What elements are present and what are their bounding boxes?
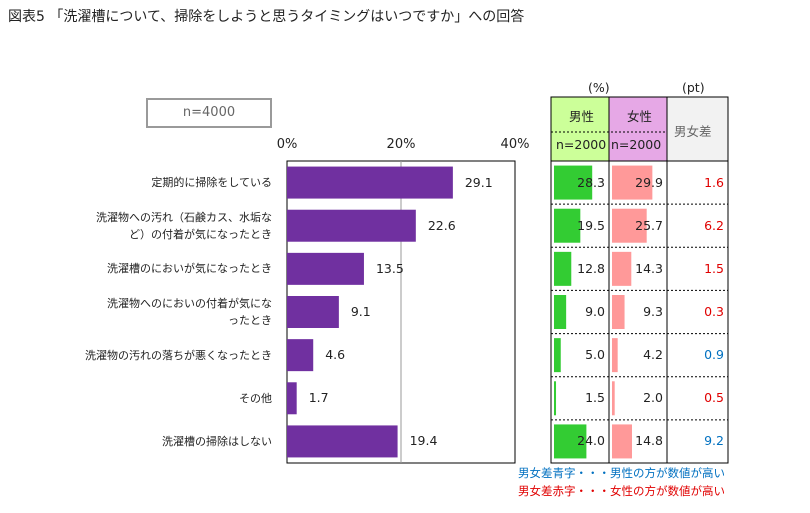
male-sample-size: n=2000	[556, 137, 607, 152]
male-value: 19.5	[577, 217, 605, 233]
diff-value: 0.3	[704, 304, 724, 319]
diff-value: 0.9	[704, 347, 724, 363]
category-label-line: 洗濯物へのにおいの付着が気にな	[107, 297, 272, 310]
category-label-line: ったとき	[228, 314, 272, 327]
bar	[287, 339, 314, 372]
diff-value: 9.2	[704, 433, 724, 449]
female-bar	[612, 251, 632, 286]
bar-value-label: 22.6	[427, 217, 456, 233]
diff-value: 1.5	[704, 260, 724, 276]
female-sample-size: n=2000	[611, 137, 662, 152]
male-bar	[554, 165, 593, 200]
female-bar	[612, 208, 647, 243]
female-bar	[612, 381, 615, 416]
female-value: 4.2	[643, 347, 663, 363]
male-bar	[554, 295, 567, 329]
male-value: 24.0	[577, 433, 605, 449]
note-red: 男女差赤字・・・女性の方が数値が高い	[518, 484, 725, 498]
category-label: その他	[4, 390, 272, 407]
bar	[287, 425, 398, 458]
category-label-line: 洗濯槽の掃除はしない	[162, 434, 272, 448]
female-bar	[612, 338, 618, 373]
male-bar	[554, 251, 572, 286]
male-bar	[554, 208, 581, 243]
bar	[287, 296, 339, 328]
female-header-cell	[609, 97, 667, 161]
female-header: 女性	[627, 109, 653, 124]
note-blue: 男女差青字・・・男性の方が数値が高い	[518, 466, 725, 480]
category-label: 洗濯物への汚れ（石鹸カス、水垢など）の付着が気になったとき	[4, 209, 272, 243]
female-bar	[612, 165, 653, 200]
points-unit-label: (pt)	[682, 80, 705, 95]
bar	[287, 252, 364, 285]
female-value: 2.0	[643, 390, 663, 406]
male-header: 男性	[569, 109, 595, 124]
bar-value-label: 19.4	[409, 433, 438, 449]
male-bar	[554, 424, 587, 459]
category-label-line: 洗濯物の汚れの落ちが悪くなったとき	[85, 348, 272, 362]
category-label: 洗濯物へのにおいの付着が気になったとき	[4, 295, 272, 329]
male-value: 1.5	[585, 390, 605, 406]
diff-header-cell	[667, 97, 728, 161]
male-bar	[554, 381, 557, 416]
category-label-line: 洗濯槽のにおいが気になったとき	[107, 262, 272, 276]
sample-size-box: n=4000	[146, 98, 272, 128]
male-value: 9.0	[585, 304, 605, 319]
diff-value: 0.5	[704, 390, 724, 406]
bar	[287, 166, 453, 199]
bar-value-label: 29.1	[464, 174, 493, 190]
percent-unit-label: (%)	[588, 80, 610, 95]
category-label: 定期的に掃除をしている	[4, 174, 272, 191]
category-label-line: 洗濯物への汚れ（石鹸カス、水垢な	[96, 210, 272, 224]
bar	[287, 209, 416, 242]
female-value: 29.9	[635, 174, 663, 190]
category-label-line: 定期的に掃除をしている	[151, 176, 272, 190]
female-value: 14.8	[635, 433, 663, 449]
female-value: 14.3	[635, 260, 663, 276]
table-border	[550, 96, 729, 464]
male-value: 12.8	[577, 260, 605, 276]
female-bar	[612, 295, 625, 329]
chart-title: 図表5 「洗濯槽について、掃除をしようと思うタイミングはいつですか」への回答	[8, 9, 525, 25]
diff-header: 男女差	[674, 124, 712, 139]
category-label: 洗濯槽のにおいが気になったとき	[4, 260, 272, 277]
female-value: 9.3	[643, 304, 663, 319]
diff-value: 1.6	[704, 174, 724, 190]
x-tick-label: 40%	[500, 137, 530, 152]
male-value: 28.3	[577, 174, 605, 190]
category-label-line: その他	[239, 391, 272, 405]
bar	[287, 382, 297, 415]
male-value: 5.0	[585, 347, 605, 363]
category-label: 洗濯物の汚れの落ちが悪くなったとき	[4, 347, 272, 364]
female-bar	[612, 424, 632, 459]
diff-value: 6.2	[704, 217, 724, 233]
category-label-line: ど）の付着が気になったとき	[129, 227, 272, 241]
bar-value-label: 9.1	[350, 304, 371, 319]
bar-value-label: 13.5	[375, 260, 404, 276]
bar-value-label: 1.7	[308, 390, 329, 406]
male-header-cell	[551, 97, 609, 161]
bar-value-label: 4.6	[325, 347, 346, 363]
x-tick-label: 0%	[276, 137, 298, 152]
x-tick-label: 20%	[386, 137, 416, 152]
female-value: 25.7	[635, 217, 663, 233]
category-label: 洗濯槽の掃除はしない	[4, 433, 272, 450]
male-bar	[554, 338, 561, 373]
